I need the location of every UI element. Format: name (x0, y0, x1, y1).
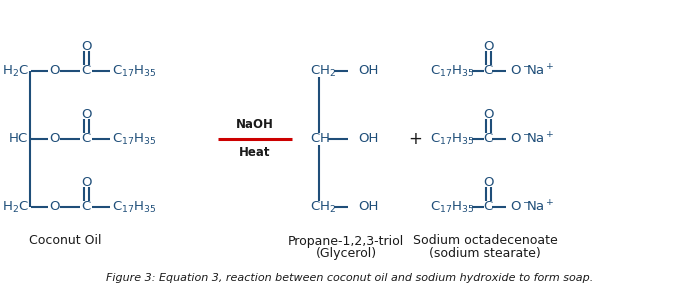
Text: O: O (483, 175, 493, 189)
Text: $\mathsf{C_{17}H_{35}}$: $\mathsf{C_{17}H_{35}}$ (430, 63, 475, 79)
Text: $\mathsf{C_{17}H_{35}}$: $\mathsf{C_{17}H_{35}}$ (112, 199, 157, 214)
Text: O: O (80, 175, 91, 189)
Text: Sodium octadecenoate: Sodium octadecenoate (412, 235, 557, 248)
Text: O: O (49, 65, 60, 77)
Text: C: C (484, 65, 493, 77)
Text: $\mathsf{H_2C}$: $\mathsf{H_2C}$ (2, 63, 29, 79)
Text: $\mathsf{Na^+}$: $\mathsf{Na^+}$ (526, 63, 554, 79)
Text: $\mathsf{C_{17}H_{35}}$: $\mathsf{C_{17}H_{35}}$ (112, 63, 157, 79)
Text: OH: OH (358, 200, 379, 214)
Text: $\mathsf{Na^+}$: $\mathsf{Na^+}$ (526, 131, 554, 147)
Text: O: O (80, 40, 91, 52)
Text: C: C (484, 132, 493, 146)
Text: Propane-1,2,3-triol: Propane-1,2,3-triol (288, 235, 404, 248)
Text: $\mathsf{HC}$: $\mathsf{HC}$ (8, 132, 29, 146)
Text: O: O (49, 200, 60, 214)
Text: (Glycerol): (Glycerol) (316, 248, 377, 260)
Text: $\mathsf{O^-}$: $\mathsf{O^-}$ (510, 200, 531, 214)
Text: $\mathsf{C_{17}H_{35}}$: $\mathsf{C_{17}H_{35}}$ (112, 132, 157, 147)
Text: C: C (81, 200, 90, 214)
Text: $\mathsf{H_2C}$: $\mathsf{H_2C}$ (2, 199, 29, 214)
Text: O: O (483, 107, 493, 120)
Text: $\mathsf{CH_2}$: $\mathsf{CH_2}$ (310, 199, 336, 214)
Text: OH: OH (358, 132, 379, 146)
Text: O: O (49, 132, 60, 146)
Text: C: C (81, 65, 90, 77)
Text: (sodium stearate): (sodium stearate) (429, 248, 541, 260)
Text: Figure 3: Equation 3, reaction between coconut oil and sodium hydroxide to form : Figure 3: Equation 3, reaction between c… (106, 273, 594, 283)
Text: $\mathsf{CH_2}$: $\mathsf{CH_2}$ (310, 63, 336, 79)
Text: Heat: Heat (239, 146, 271, 159)
Text: O: O (483, 40, 493, 52)
Text: $\mathsf{C_{17}H_{35}}$: $\mathsf{C_{17}H_{35}}$ (430, 132, 475, 147)
Text: $\mathsf{CH}$: $\mathsf{CH}$ (310, 132, 330, 146)
Text: $\mathsf{Na^+}$: $\mathsf{Na^+}$ (526, 199, 554, 215)
Text: $\mathsf{O^-}$: $\mathsf{O^-}$ (510, 132, 531, 146)
Text: C: C (484, 200, 493, 214)
Text: O: O (80, 107, 91, 120)
Text: C: C (81, 132, 90, 146)
Text: Coconut Oil: Coconut Oil (29, 235, 101, 248)
Text: $\mathsf{C_{17}H_{35}}$: $\mathsf{C_{17}H_{35}}$ (430, 199, 475, 214)
Text: +: + (408, 130, 422, 148)
Text: $\mathsf{O^-}$: $\mathsf{O^-}$ (510, 65, 531, 77)
Text: OH: OH (358, 65, 379, 77)
Text: NaOH: NaOH (236, 118, 274, 132)
